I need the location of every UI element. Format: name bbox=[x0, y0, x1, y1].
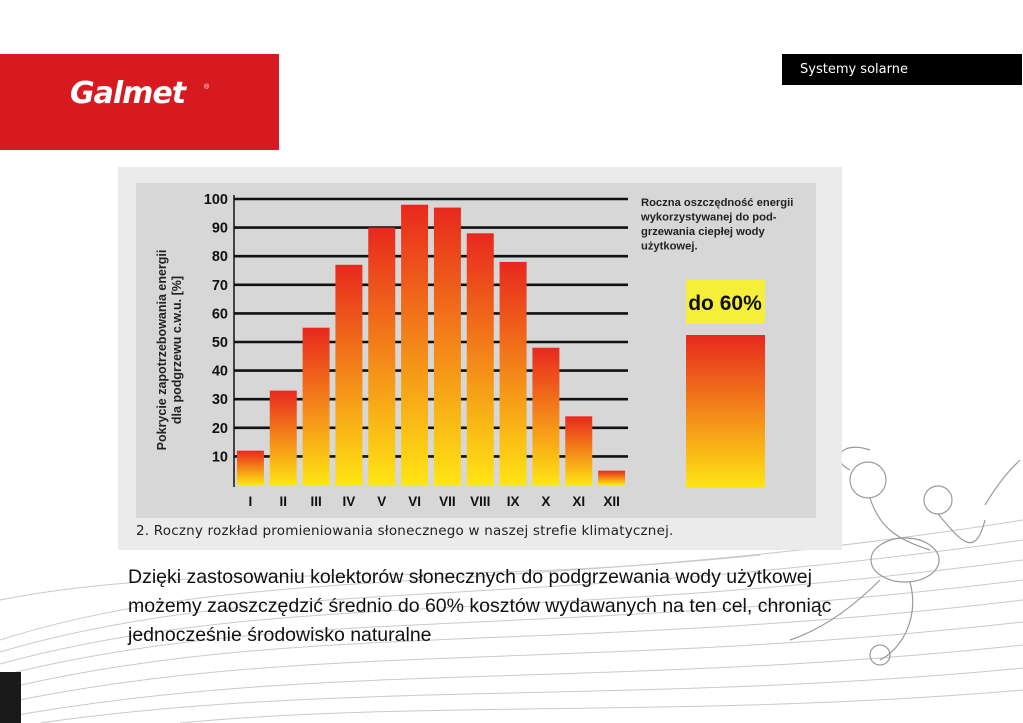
body-paragraph: Dzięki zastosowaniu kolektorów słoneczny… bbox=[128, 566, 832, 646]
side-note-line: użytkowej. bbox=[641, 241, 698, 253]
x-tick-label: X bbox=[541, 494, 550, 509]
topic-badge: Systemy solarne bbox=[782, 54, 1022, 85]
bar-III bbox=[302, 327, 330, 485]
side-note-line: Roczna oszczędność energii bbox=[641, 197, 793, 209]
bar-VIII bbox=[466, 233, 494, 485]
x-tick-label: IV bbox=[343, 494, 356, 509]
x-tick-label: VIII bbox=[470, 494, 490, 509]
x-tick-label: XII bbox=[603, 494, 620, 509]
x-tick-label: VII bbox=[439, 494, 456, 509]
bar-XII bbox=[598, 470, 626, 485]
y-tick-label: 100 bbox=[204, 192, 228, 208]
y-tick-label: 10 bbox=[212, 449, 228, 465]
y-tick-label: 60 bbox=[212, 306, 228, 322]
x-tick-label: II bbox=[279, 494, 287, 509]
y-tick-label: 30 bbox=[212, 392, 228, 408]
x-tick-label: V bbox=[377, 494, 386, 509]
bar-X bbox=[532, 347, 560, 485]
bar-II bbox=[269, 390, 297, 485]
savings-label: do 60% bbox=[688, 292, 762, 315]
bar-V bbox=[368, 227, 396, 485]
bar-XI bbox=[565, 416, 593, 485]
y-axis-label: Pokrycie zapotrzebowania energiidla podg… bbox=[155, 250, 184, 451]
x-tick-label: III bbox=[310, 494, 321, 509]
y-tick-label: 90 bbox=[212, 221, 228, 237]
savings-label-bg bbox=[686, 280, 765, 324]
corner-accent-bar bbox=[0, 672, 21, 723]
bar-IX bbox=[499, 261, 527, 485]
bar-IV bbox=[335, 264, 363, 485]
registered-mark: ® bbox=[204, 84, 210, 91]
y-tick-label: 80 bbox=[212, 249, 228, 265]
bar-VII bbox=[433, 207, 461, 485]
savings-bar bbox=[686, 335, 765, 488]
chart-caption: 2. Roczny rozkład promieniowania słonecz… bbox=[136, 523, 674, 539]
side-note-line: grzewania ciepłej wody bbox=[641, 226, 766, 238]
brand-logo-block[interactable]: Galmet ® bbox=[0, 54, 279, 150]
brand-logo: Galmet bbox=[70, 76, 186, 111]
bar-I bbox=[236, 450, 264, 485]
x-tick-label: XI bbox=[572, 494, 585, 509]
chart-figure: 10 20 30 40 50 60 70 80 90 100 I II III IV V VI VII VIII… bbox=[118, 167, 842, 550]
side-note-line: wykorzystywanej do pod- bbox=[640, 212, 777, 224]
y-tick-label: 20 bbox=[212, 421, 228, 437]
bar-VI bbox=[401, 204, 429, 485]
y-tick-label: 50 bbox=[212, 335, 228, 351]
x-tick-label: IX bbox=[507, 494, 520, 509]
y-tick-label: 70 bbox=[212, 278, 228, 294]
x-tick-label: VI bbox=[408, 494, 421, 509]
y-tick-label: 40 bbox=[212, 364, 228, 380]
x-tick-label: I bbox=[249, 494, 253, 509]
